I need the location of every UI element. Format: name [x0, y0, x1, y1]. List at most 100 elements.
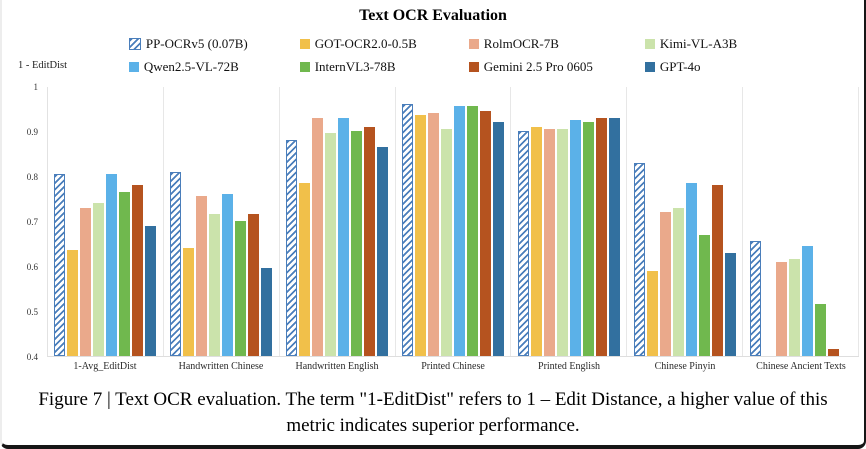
bar: [801, 245, 813, 356]
bar: [493, 122, 504, 356]
bar: [595, 117, 607, 356]
bar: [338, 117, 350, 356]
legend-label: RolmOCR-7B: [483, 36, 559, 51]
bar: [659, 212, 671, 356]
legend-item: GPT-4o: [644, 59, 737, 75]
legend-swatch-icon: [128, 38, 141, 50]
bar: [235, 221, 247, 356]
bar: [183, 248, 195, 356]
bar: [351, 131, 363, 356]
bar: [543, 128, 555, 356]
bar: [364, 126, 376, 356]
bar: [480, 110, 491, 356]
legend-label: PP-OCRv5 (0.07B): [145, 36, 248, 51]
bar-group: [396, 87, 512, 356]
category-label: Handwritten Chinese: [178, 361, 264, 372]
bar: [814, 304, 826, 356]
bar-group: [280, 87, 396, 356]
y-tick-label: 0.5: [26, 307, 38, 317]
y-tick-label: 0.7: [26, 217, 38, 227]
legend-item: InternVL3-78B: [299, 59, 417, 75]
bar: [724, 252, 736, 356]
bar: [454, 106, 465, 356]
y-tick-label: 0.4: [26, 352, 38, 362]
bar: [775, 261, 787, 356]
legend-item: Gemini 2.5 Pro 0605: [468, 59, 593, 75]
bar: [54, 173, 66, 356]
category-label: Handwritten English: [295, 361, 379, 372]
bar: [119, 191, 131, 356]
bar: [377, 146, 389, 356]
legend-item: PP-OCRv5 (0.07B): [128, 36, 248, 52]
legend-swatch-icon: [128, 62, 139, 72]
y-axis-ticks: 1 0.9 0.8 0.7 0.6 0.5 0.4: [2, 82, 43, 362]
legend-label: Gemini 2.5 Pro 0605: [483, 59, 593, 74]
bar: [441, 128, 452, 356]
legend-label: InternVL3-78B: [314, 59, 396, 74]
legend-label: Qwen2.5-VL-72B: [143, 59, 239, 74]
y-tick-label: 0.6: [26, 262, 38, 272]
bar: [428, 113, 439, 356]
bar: [248, 214, 260, 356]
legend-swatch-icon: [644, 39, 655, 49]
legend-grid: PP-OCRv5 (0.07B) GOT-OCR2.0-0.5B RolmOCR-7…: [128, 36, 738, 75]
y-tick-label: 1: [33, 82, 39, 92]
bar: [67, 250, 79, 356]
y-tick-label: 0.9: [26, 127, 38, 137]
bar: [132, 185, 144, 356]
bar: [556, 128, 568, 356]
bar: [569, 119, 581, 356]
bar: [530, 126, 542, 356]
category-label: Chinese Pinyin: [654, 361, 716, 372]
category-label: Printed Chinese: [421, 361, 485, 372]
y-axis-title: 1 - EditDist: [18, 60, 67, 71]
legend-label: GOT-OCR2.0-0.5B: [314, 36, 417, 51]
bar: [517, 131, 529, 356]
bar: [827, 349, 839, 356]
bar: [325, 133, 337, 356]
y-tick-label: 0.8: [26, 172, 38, 182]
bar: [633, 162, 645, 356]
legend-swatch-icon: [468, 39, 479, 49]
bar: [749, 241, 761, 356]
bar: [196, 196, 208, 356]
legend-item: GOT-OCR2.0-0.5B: [299, 36, 417, 52]
legend: PP-OCRv5 (0.07B) GOT-OCR2.0-0.5B RolmOCR-7…: [2, 36, 864, 75]
legend-swatch-icon: [468, 62, 479, 72]
bar: [711, 185, 723, 356]
bar: [685, 182, 697, 356]
bar: [299, 182, 311, 356]
bar-group: [48, 87, 164, 356]
bar: [145, 225, 157, 356]
bar: [467, 106, 478, 356]
figure-caption: Figure 7 | Text OCR evaluation. The term…: [38, 389, 828, 436]
bar: [646, 270, 658, 356]
category-label: 1-Avg_EditDist: [73, 361, 137, 372]
bar: [261, 268, 273, 356]
bar: [170, 171, 182, 356]
legend-swatch-icon: [644, 62, 655, 72]
bar-group: [164, 87, 280, 356]
category-labels: 1-Avg_EditDist Handwritten Chinese Handwri…: [47, 361, 859, 372]
bar: [286, 140, 298, 356]
bar: [582, 122, 594, 356]
bar-group: [511, 87, 628, 356]
legend-item: Qwen2.5-VL-72B: [128, 59, 248, 75]
bar: [672, 207, 684, 356]
bar: [415, 115, 426, 356]
legend-item: Kimi-VL-A3B: [644, 36, 738, 52]
bar: [698, 234, 710, 356]
plot-area: [47, 87, 860, 357]
legend-label: Kimi-VL-A3B: [659, 36, 738, 51]
bar: [209, 214, 221, 356]
bar: [106, 173, 118, 356]
bar: [222, 194, 234, 356]
bar-group: [627, 87, 744, 356]
legend-item: RolmOCR-7B: [468, 36, 593, 52]
legend-swatch-icon: [299, 62, 310, 72]
category-label: Chinese Ancient Texts: [756, 361, 846, 372]
legend-swatch-icon: [299, 39, 310, 49]
bar: [80, 207, 92, 356]
bar: [608, 117, 620, 356]
